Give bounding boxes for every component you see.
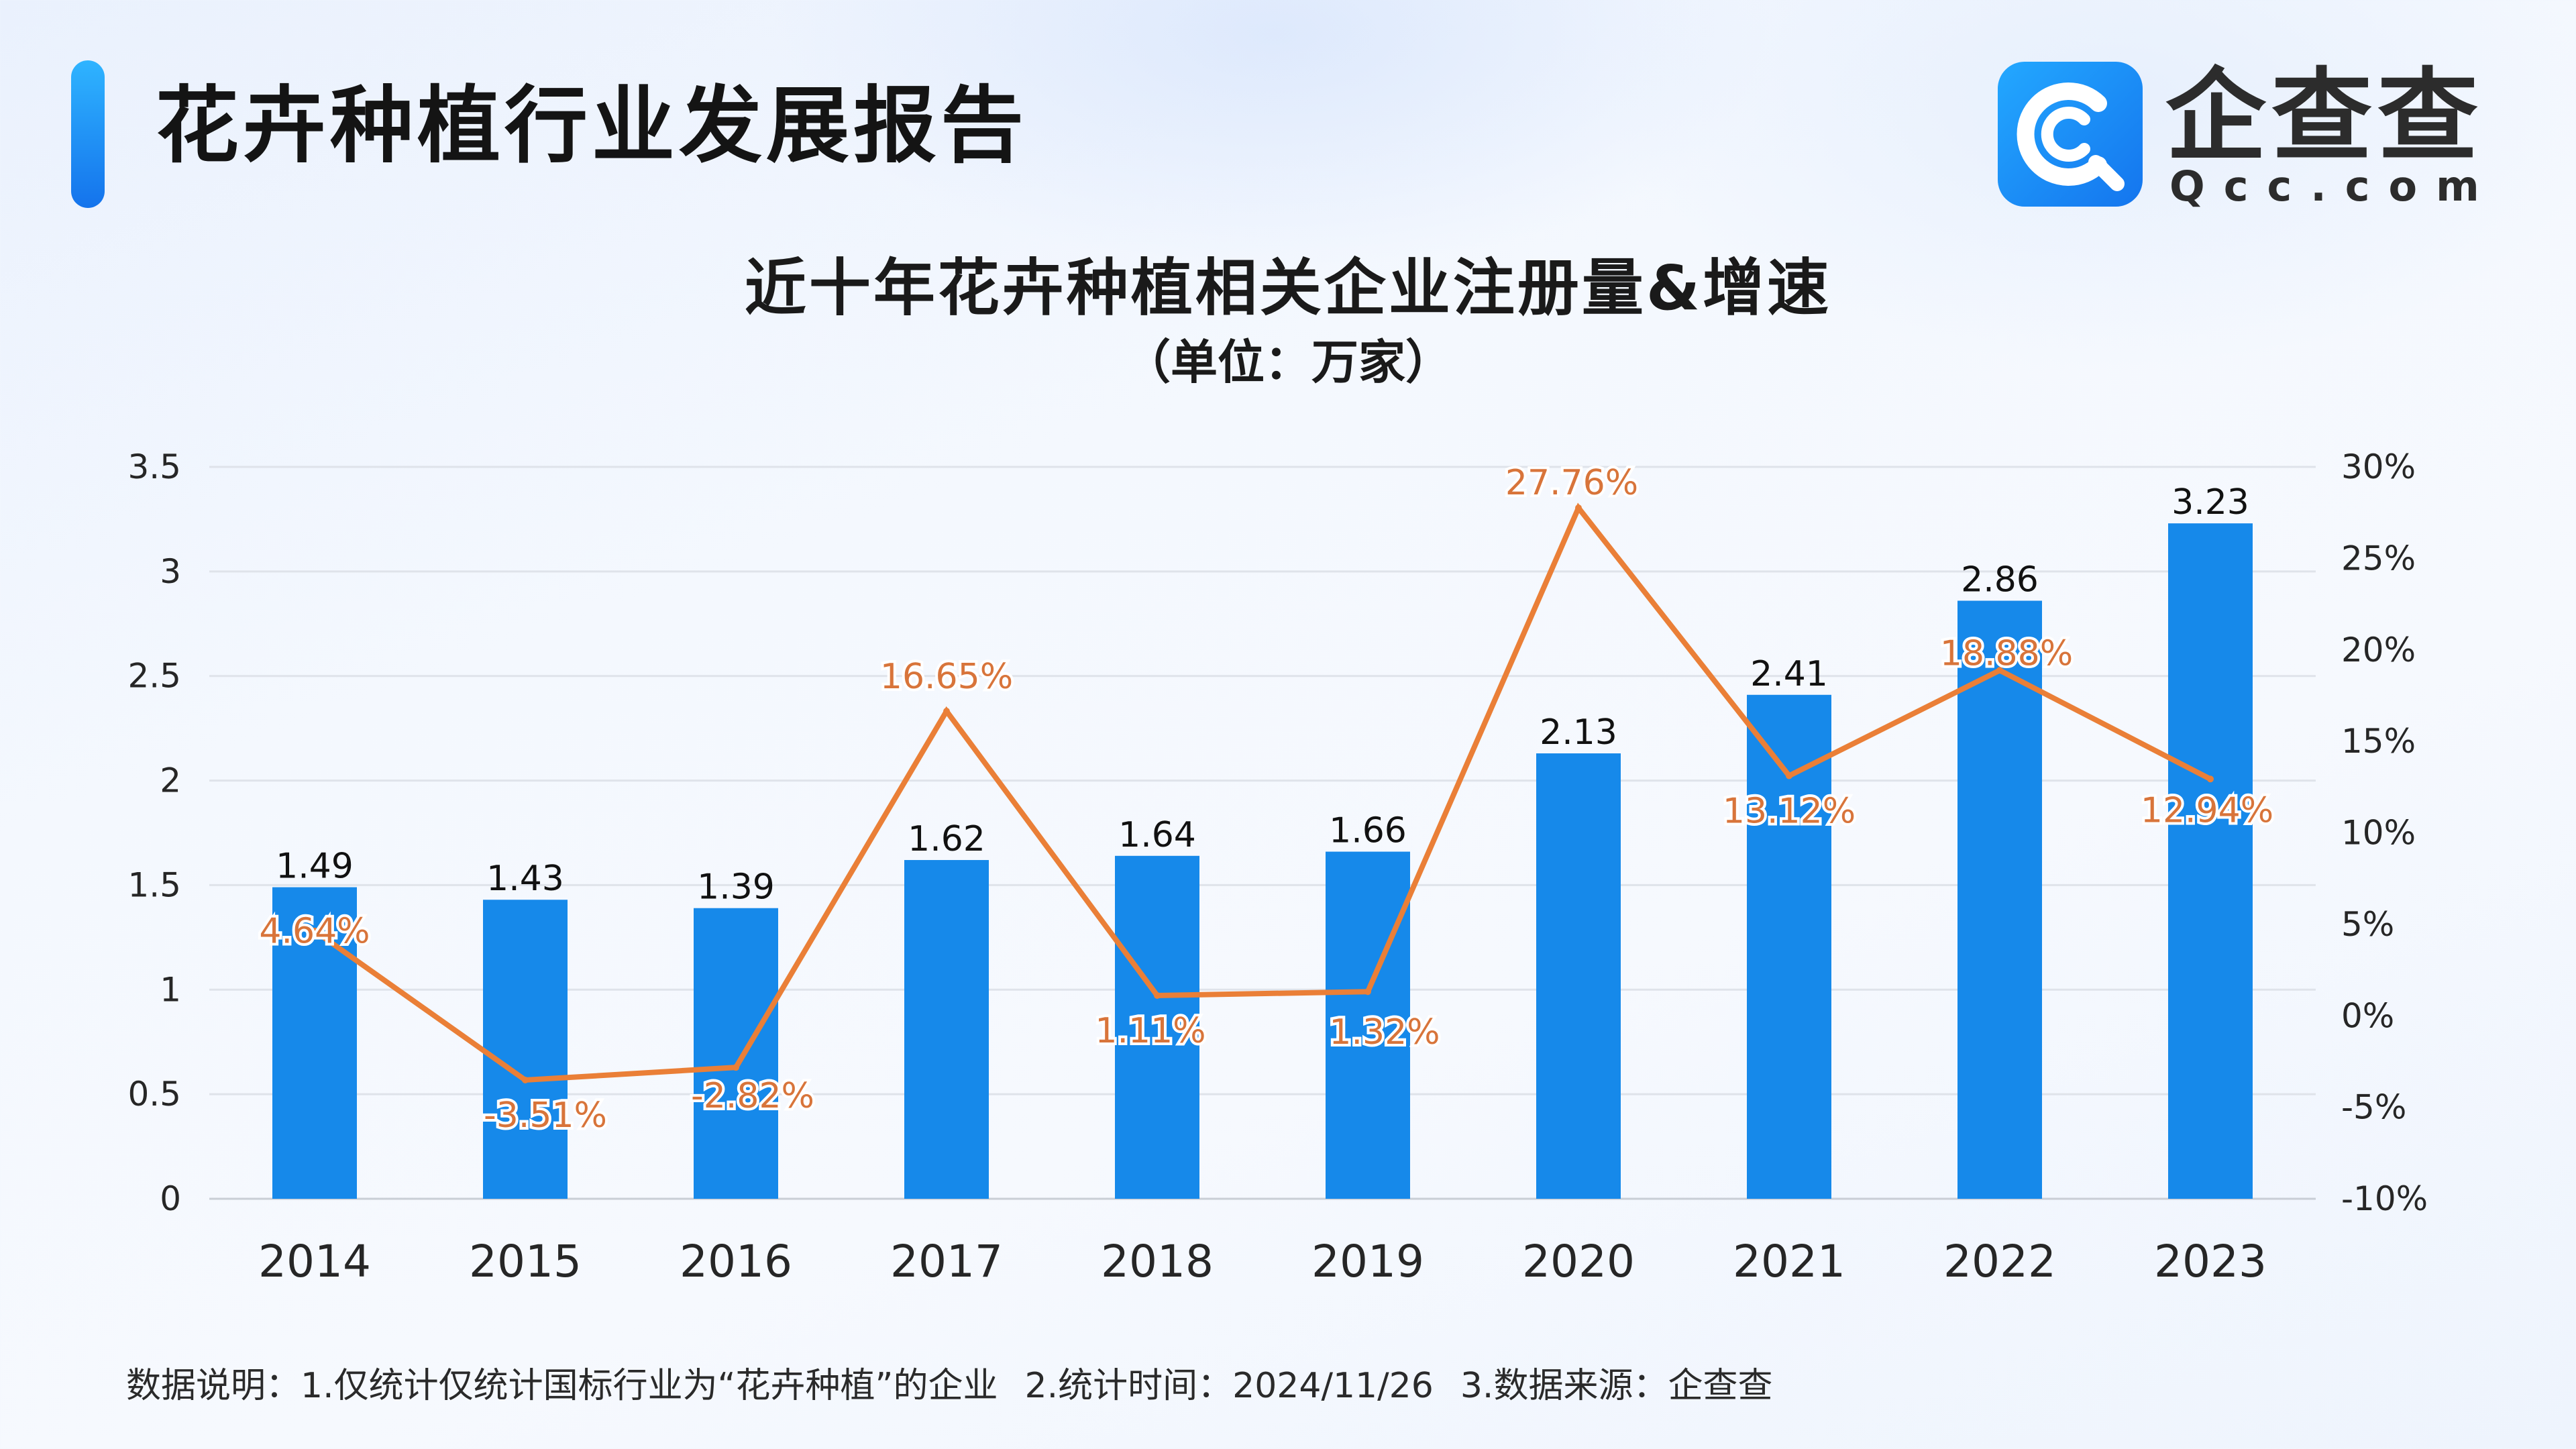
x-tick-label: 2023: [2154, 1236, 2267, 1287]
x-tick-label: 2015: [469, 1236, 582, 1287]
y-left-tick-label: 2.5: [127, 657, 181, 696]
growth-rate-label: 27.76%: [1505, 463, 1638, 503]
x-tick-label: 2018: [1101, 1236, 1214, 1287]
growth-rate-line: [313, 502, 2212, 1083]
y-left-tick-label: 1: [160, 970, 181, 1009]
footnote-note-date: 2.统计时间：2024/11/26: [1024, 1366, 1434, 1406]
growth-rate-label: 18.88%: [1940, 633, 2073, 674]
growth-rate-point: [2207, 775, 2214, 783]
growth-rate-point: [1996, 667, 2003, 674]
x-tick-label: 2016: [680, 1236, 792, 1287]
qcc-logo: 企查查 Qcc.com: [1998, 62, 2479, 211]
x-tick-label: 2014: [258, 1236, 371, 1287]
growth-rate-label: 4.64%: [259, 912, 370, 952]
bar-value-label: 1.43: [486, 859, 564, 899]
chart-subtitle: （单位：万家）: [1124, 335, 1452, 390]
y-left-tick-label: 3.5: [127, 447, 181, 486]
growth-rate-point: [1575, 504, 1582, 512]
growth-rate-point: [311, 927, 318, 934]
y-left-tick-label: 0: [160, 1179, 181, 1218]
bar-value-label: 1.49: [276, 847, 354, 887]
growth-rate-point: [522, 1076, 529, 1083]
growth-rate-label: 12.94%: [2141, 790, 2273, 830]
report-title: 花卉种植行业发展报告: [156, 78, 1028, 174]
growth-rate-label: -3.51%: [484, 1095, 607, 1136]
y-right-tick-label: 10%: [2341, 814, 2416, 853]
y-right-tick-label: -10%: [2341, 1179, 2428, 1218]
qcc-logo-icon: [1998, 62, 2143, 207]
y-left-tick-label: 2: [160, 761, 181, 800]
bar-value-label: 3.23: [2171, 482, 2249, 523]
title-accent-bar: [71, 60, 105, 208]
y-right-tick-label: 0%: [2341, 996, 2394, 1035]
x-tick-label: 2017: [890, 1236, 1003, 1287]
bar-value-label: 1.64: [1118, 815, 1196, 855]
y-right-tick-label: 25%: [2341, 539, 2416, 578]
y-right-tick-label: 15%: [2341, 722, 2416, 761]
bar-value-label: 1.62: [908, 819, 985, 859]
growth-rate-point: [733, 1064, 739, 1071]
y-left-tick-label: 3: [160, 552, 181, 591]
bar: [1536, 753, 1621, 1199]
chart-title: 近十年花卉种植相关企业注册量&增速: [744, 252, 1832, 324]
y-right-tick-label: 30%: [2341, 447, 2416, 486]
bar: [904, 860, 989, 1199]
y-left-tick-label: 0.5: [127, 1075, 181, 1114]
growth-rate-point: [1786, 772, 1792, 780]
bar-value-label: 1.66: [1329, 811, 1407, 851]
logo-name: 企查查: [2165, 58, 2484, 175]
bar: [694, 908, 778, 1199]
bar: [483, 900, 568, 1199]
growth-rate-point: [1364, 988, 1371, 996]
bar: [272, 887, 357, 1199]
bar: [1115, 855, 1199, 1199]
y-right-tick-label: 20%: [2341, 631, 2416, 669]
growth-rate-point: [943, 708, 950, 715]
bar-value-label: 2.86: [1961, 559, 2039, 600]
y-right-tick-label: -5%: [2341, 1088, 2406, 1127]
x-tick-label: 2022: [1943, 1236, 2056, 1287]
x-tick-label: 2020: [1522, 1236, 1635, 1287]
bar: [1747, 694, 1831, 1199]
bar: [2168, 523, 2253, 1199]
growth-rate-label: 13.12%: [1723, 791, 1856, 831]
footnote-note-scope: 数据说明：1.仅统计仅统计国标行业为“花卉种植”的企业: [126, 1366, 998, 1406]
y-right-tick-label: 5%: [2341, 905, 2394, 944]
growth-rate-label: -2.82%: [691, 1076, 814, 1116]
bar-value-label: 2.13: [1540, 712, 1617, 753]
bar-value-label: 1.39: [697, 867, 775, 908]
x-tick-label: 2021: [1733, 1236, 1845, 1287]
growth-rate-label: 1.32%: [1329, 1012, 1440, 1053]
bar: [1326, 851, 1410, 1199]
bar: [1957, 600, 2042, 1199]
footnote: 数据说明：1.仅统计仅统计国标行业为“花卉种植”的企业 2.统计时间：2024/1…: [126, 1364, 1799, 1407]
growth-rate-label: 16.65%: [880, 657, 1013, 697]
footnote-note-source: 3.数据来源：企查查: [1460, 1366, 1773, 1406]
logo-domain: Qcc.com: [2169, 162, 2498, 211]
growth-rate-label: 1.11%: [1095, 1011, 1205, 1051]
growth-rate-point: [1154, 991, 1161, 999]
y-left-tick-label: 1.5: [127, 865, 181, 904]
bar-value-label: 2.41: [1750, 654, 1828, 694]
x-tick-label: 2019: [1311, 1236, 1424, 1287]
